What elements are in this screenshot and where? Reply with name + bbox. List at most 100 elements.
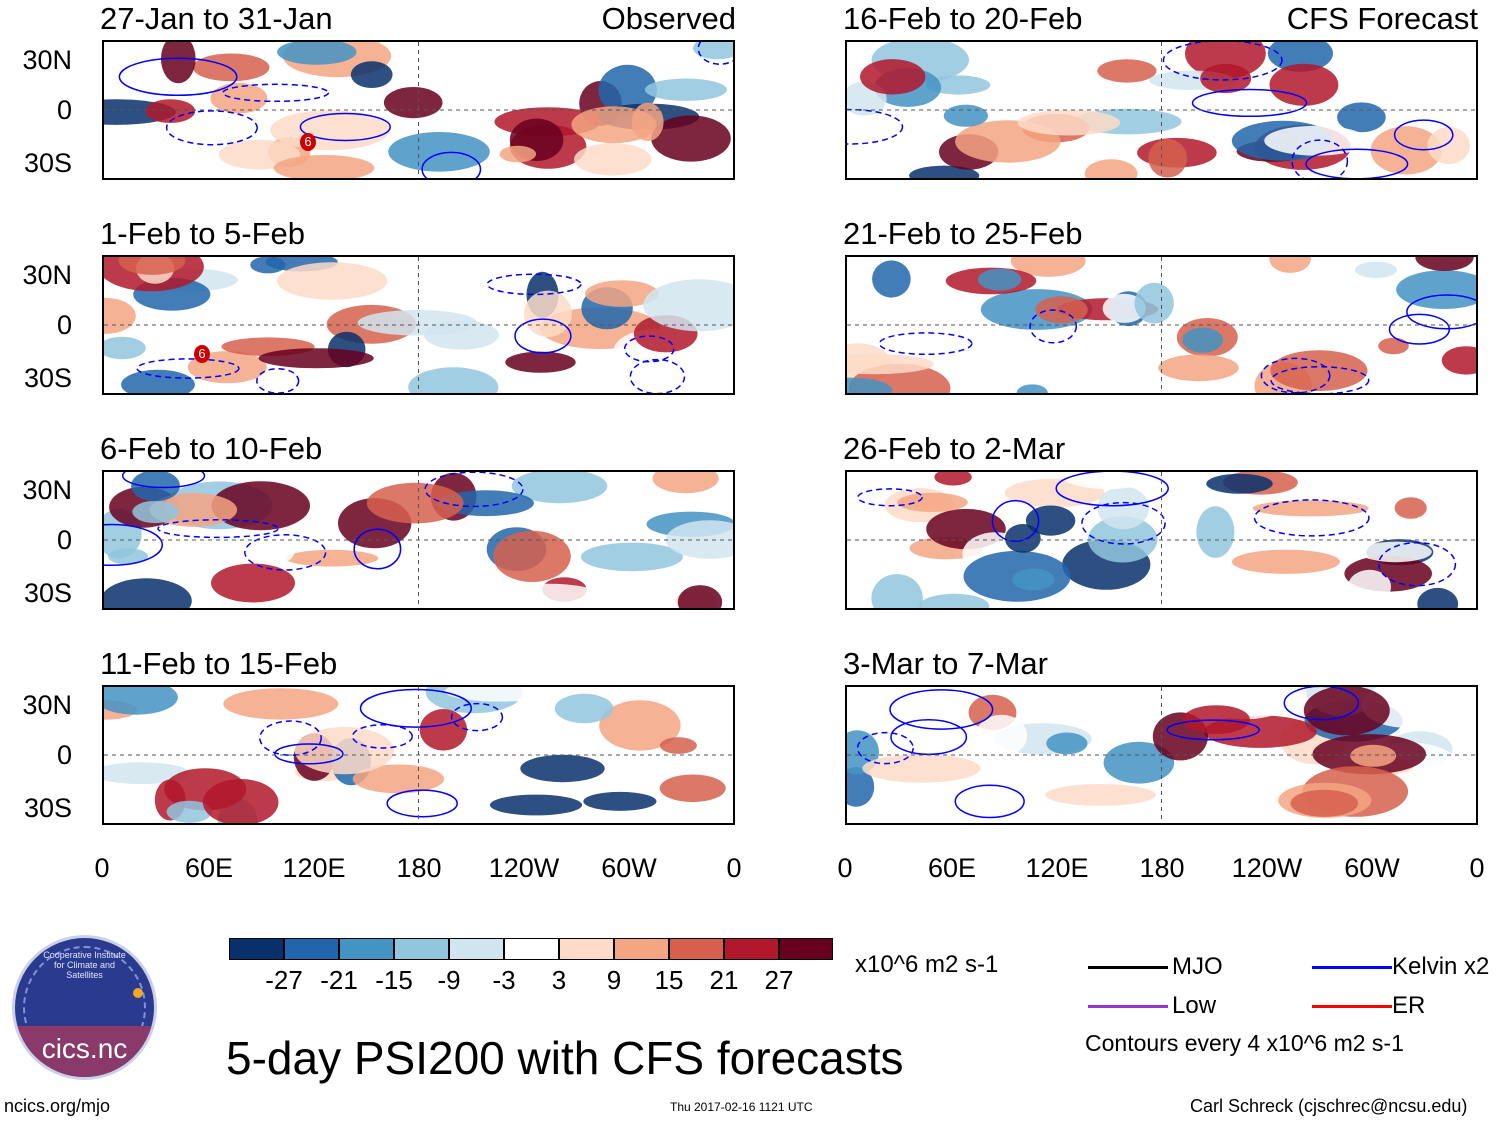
anomaly-blob <box>263 533 296 564</box>
kelvin-contour <box>1253 499 1370 537</box>
kelvin-contour <box>1162 42 1283 81</box>
anomaly-blob <box>1045 784 1156 806</box>
anomaly-blob <box>145 99 196 123</box>
anomaly-blob <box>1158 354 1239 382</box>
map-panel-8[interactable] <box>845 685 1478 825</box>
anomaly-blob <box>438 490 534 517</box>
anomaly-blob <box>1025 505 1076 536</box>
footer-author: Carl Schreck (cjschrec@ncsu.edu) <box>1190 1096 1468 1116</box>
anomaly-blob <box>192 53 270 82</box>
legend-line-low <box>1088 1005 1168 1008</box>
anomaly-blob <box>118 257 186 275</box>
map-panel-5[interactable] <box>845 40 1478 180</box>
kelvin-contour <box>1191 88 1308 118</box>
footer-url[interactable]: ncics.org/mjo <box>4 1096 111 1116</box>
colorbar-tick: -15 <box>375 965 413 995</box>
lat-label: 0 <box>56 95 72 125</box>
lat-label: 30S <box>23 148 72 178</box>
anomaly-blob <box>1350 744 1397 767</box>
anomaly-blob <box>444 687 554 702</box>
kelvin-contour <box>878 332 973 356</box>
anomaly-blob <box>520 754 605 783</box>
contour-note: Contours every 4 x10^6 m2 s-1 <box>1085 1030 1404 1056</box>
map-panel-3[interactable] <box>102 470 735 610</box>
kelvin-contour <box>299 112 391 142</box>
kelvin-contour <box>847 108 904 145</box>
anomaly-blob <box>599 700 681 751</box>
anomaly-blob <box>1004 524 1041 553</box>
colorbar-tick: 9 <box>606 965 622 995</box>
anomaly-blob <box>598 64 657 116</box>
panel-title: 11-Feb to 15-Feb <box>100 646 338 681</box>
anomaly-blob <box>419 709 468 751</box>
anomaly-blob <box>919 593 990 608</box>
anomaly-blob <box>1303 687 1390 736</box>
kelvin-contour <box>1393 119 1454 151</box>
colorbar-tick: -9 <box>437 965 461 995</box>
kelvin-contour <box>629 358 686 393</box>
kelvin-contour <box>1166 719 1260 741</box>
anomaly-blob <box>643 279 733 332</box>
anomaly-blob <box>1017 109 1121 136</box>
lat-label: 0 <box>56 740 72 770</box>
lon-label: 0 <box>726 853 742 883</box>
anomaly-blob <box>1267 42 1333 72</box>
panel-title: 3-Mar to 7-Mar <box>843 646 1048 681</box>
anomaly-blob <box>104 687 178 715</box>
colorbar-box <box>559 938 614 960</box>
anomaly-blob <box>1415 257 1474 271</box>
lat-label: 0 <box>56 525 72 555</box>
cyclone-marker-icon: 6 <box>300 133 316 151</box>
anomaly-blob <box>1058 472 1157 490</box>
map-panel-1[interactable] <box>102 40 735 180</box>
anomaly-blob <box>1182 327 1224 353</box>
anomaly-blob <box>388 132 490 172</box>
panel-title: 16-Feb to 20-Feb <box>843 1 1083 36</box>
anomaly-blob <box>166 800 212 823</box>
lat-label: 30S <box>23 578 72 608</box>
map-panel-6[interactable] <box>845 255 1478 395</box>
legend-label: MJO <box>1172 953 1223 980</box>
panel-tag: CFS Forecast <box>1286 1 1478 36</box>
panel-title: 1-Feb to 5-Feb <box>100 216 306 251</box>
anomaly-blob <box>350 61 393 88</box>
anomaly-blob <box>211 481 310 531</box>
page-title: 5-day PSI200 with CFS forecasts <box>226 1032 904 1084</box>
anomaly-blob <box>1337 102 1386 133</box>
colorbar-box <box>504 938 559 960</box>
colorbar-tick: -27 <box>265 965 303 995</box>
anomaly-blob <box>1084 159 1138 178</box>
legend-label: Low <box>1172 992 1217 1019</box>
lon-label: 0 <box>1469 853 1485 883</box>
anomaly-blob <box>223 688 339 720</box>
anomaly-blob <box>644 78 727 101</box>
anomaly-blob <box>499 145 537 163</box>
anomaly-blob <box>1231 549 1340 574</box>
cics-logo-icon[interactable]: Cooperative Institute for Climate and Sa… <box>12 935 157 1080</box>
anomaly-blob <box>273 155 375 178</box>
anomaly-blob <box>511 472 608 504</box>
lon-label: 0 <box>94 853 110 883</box>
colorbar-box <box>394 938 449 960</box>
anomaly-blob <box>1200 63 1252 94</box>
kelvin-contour <box>1081 501 1166 545</box>
colorbar-box <box>669 938 724 960</box>
kelvin-contour <box>421 151 482 178</box>
map-panel-2[interactable] <box>102 255 735 395</box>
anomaly-blob <box>202 779 279 823</box>
anomaly-blob <box>977 268 1022 291</box>
anomaly-blob <box>652 472 719 494</box>
anomaly-blob <box>1396 270 1476 309</box>
anomaly-blob <box>357 310 478 336</box>
anomaly-blob <box>352 764 445 794</box>
anomaly-blob <box>211 563 295 603</box>
anomaly-blob <box>571 106 657 144</box>
anomaly-blob <box>161 42 196 84</box>
map-panel-4[interactable] <box>102 685 735 825</box>
anomaly-blob <box>1274 310 1374 362</box>
anomaly-blob <box>943 104 989 127</box>
kelvin-contour <box>1260 357 1331 393</box>
map-panel-7[interactable] <box>845 470 1478 610</box>
anomaly-blob <box>847 767 875 807</box>
colorbar-tick: 3 <box>551 965 567 995</box>
